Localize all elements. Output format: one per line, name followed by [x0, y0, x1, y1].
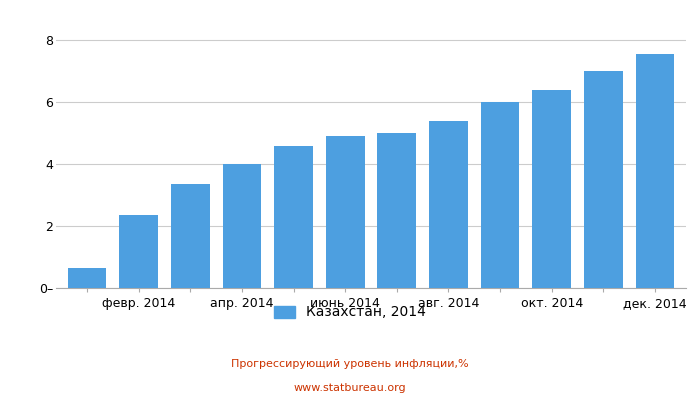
- Bar: [377, 133, 416, 288]
- Bar: [584, 71, 623, 288]
- Bar: [119, 215, 158, 288]
- Bar: [68, 268, 106, 288]
- Bar: [171, 184, 209, 288]
- Bar: [429, 121, 468, 288]
- Bar: [274, 146, 313, 288]
- Bar: [326, 136, 365, 288]
- Bar: [636, 54, 674, 288]
- Text: Прогрессирующий уровень инфляции,%: Прогрессирующий уровень инфляции,%: [231, 359, 469, 369]
- Bar: [223, 164, 261, 288]
- Bar: [481, 102, 519, 288]
- Bar: [533, 90, 571, 288]
- Text: www.statbureau.org: www.statbureau.org: [294, 383, 406, 393]
- Legend: Казахстан, 2014: Казахстан, 2014: [269, 300, 431, 325]
